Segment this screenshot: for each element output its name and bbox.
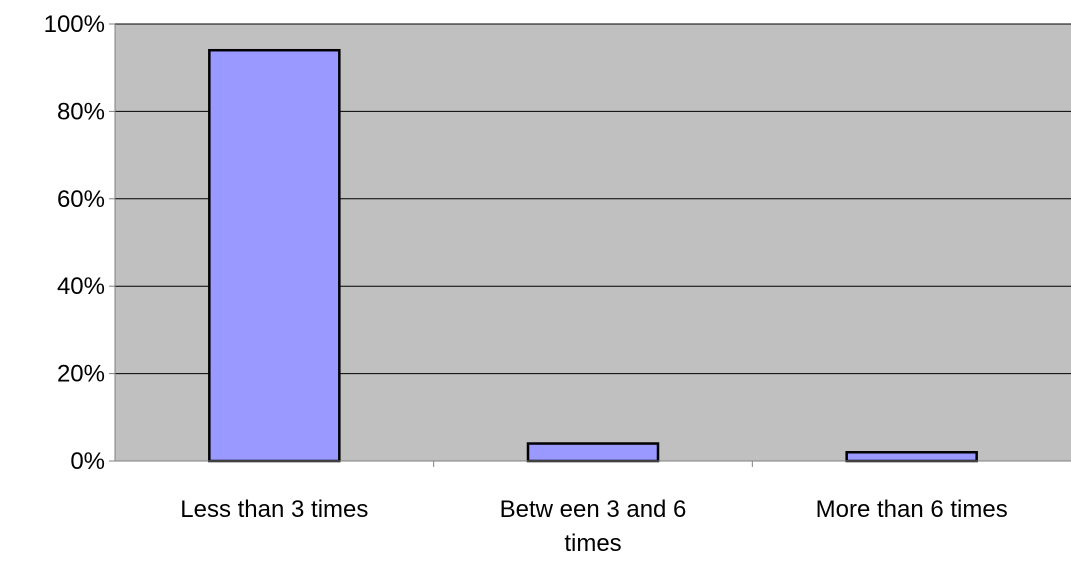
y-tick-label: 60%	[57, 186, 105, 213]
x-category-label: Less than 3 times	[180, 496, 368, 523]
x-category-label: times	[564, 530, 621, 557]
y-tick-label: 100%	[44, 11, 105, 38]
bar	[526, 442, 660, 463]
y-tick-label: 80%	[57, 98, 105, 125]
y-tick-label: 40%	[57, 273, 105, 300]
bar	[845, 451, 978, 463]
y-tick-label: 0%	[70, 448, 105, 475]
axis-labels: 0% 20% 40% 60% 80% 100% Less than 3 times Betw …	[44, 11, 1008, 557]
x-category-label: Betw een 3 and 6	[500, 496, 687, 523]
bars	[208, 48, 978, 463]
axes	[109, 23, 1071, 467]
x-category-label: More than 6 times	[816, 496, 1008, 523]
y-tick-label: 20%	[57, 361, 105, 388]
bar	[208, 48, 341, 463]
